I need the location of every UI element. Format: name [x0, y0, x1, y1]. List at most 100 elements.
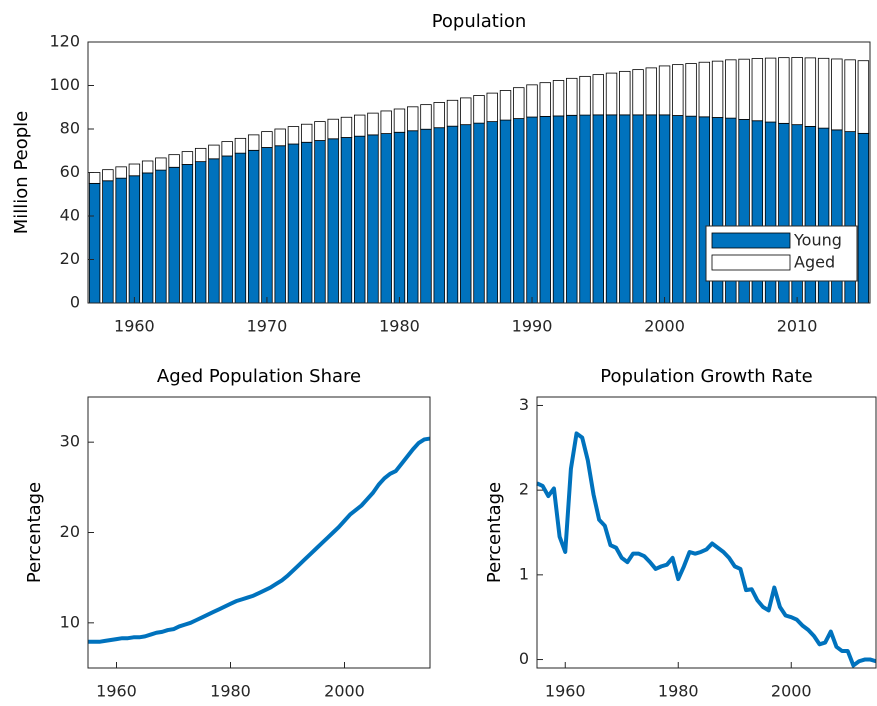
bar: [619, 114, 631, 304]
bar: [393, 131, 406, 304]
bar: [181, 151, 194, 165]
y-tick-label: 20: [60, 249, 80, 268]
bar: [247, 149, 260, 304]
bar: [658, 65, 671, 116]
bar: [778, 57, 790, 124]
bar: [499, 119, 512, 304]
bar: [407, 106, 419, 132]
bar: [194, 147, 207, 163]
y-axis-label: Percentage: [484, 482, 505, 583]
bar: [314, 140, 326, 304]
bar: [711, 60, 724, 118]
bar: [141, 172, 154, 304]
bar: [566, 114, 578, 304]
bar: [115, 177, 127, 304]
bar: [645, 114, 658, 304]
axes-box: [536, 396, 877, 669]
bar: [300, 141, 313, 304]
bar: [314, 121, 326, 141]
bar: [460, 124, 472, 304]
y-tick-label: 0: [519, 649, 529, 668]
y-tick-label: 120: [49, 32, 80, 51]
bar: [340, 116, 353, 138]
bar: [221, 155, 233, 304]
bar: [579, 75, 591, 116]
bar: [817, 57, 830, 129]
bar: [433, 127, 445, 304]
y-tick-label: 80: [60, 119, 80, 138]
bar: [367, 112, 379, 136]
bar: [566, 77, 578, 116]
bar: [155, 169, 167, 304]
bar: [751, 58, 764, 122]
bar: [115, 166, 127, 179]
bar: [141, 160, 154, 174]
bar: [658, 114, 671, 304]
x-tick-label: 1960: [96, 682, 137, 701]
bar: [261, 131, 273, 148]
y-tick-label: 100: [49, 75, 80, 94]
bar: [619, 70, 631, 116]
x-tick-label: 2000: [644, 317, 685, 336]
line: [88, 436, 431, 644]
bar: [327, 138, 339, 304]
bar: [88, 182, 101, 304]
bar: [552, 115, 565, 304]
bar: [446, 125, 459, 304]
x-tick-label: 1990: [512, 317, 553, 336]
bar: [764, 57, 777, 123]
y-tick-label: 20: [60, 522, 80, 541]
bar: [791, 57, 803, 126]
bar: [605, 114, 618, 304]
y-tick-label: 40: [60, 206, 80, 225]
x-tick-label: 1960: [545, 682, 586, 701]
bar: [526, 84, 538, 118]
bar: [486, 92, 498, 123]
bar: [645, 67, 658, 116]
bar: [234, 152, 247, 304]
bar: [420, 128, 432, 304]
bar: [234, 137, 247, 154]
bar: [128, 175, 141, 304]
bar: [857, 60, 870, 134]
x-tick-label: 1980: [210, 682, 251, 701]
bar: [128, 163, 141, 177]
y-tick-label: 30: [60, 432, 80, 451]
bar: [446, 99, 459, 127]
bar: [102, 169, 114, 182]
bar: [539, 82, 551, 117]
line: [536, 431, 877, 668]
bar: [181, 164, 194, 304]
bar: [194, 161, 207, 304]
bar: [327, 118, 339, 140]
bar: [632, 69, 644, 116]
y-tick-label: 10: [60, 612, 80, 631]
bar: [102, 180, 114, 304]
y-tick-label: 60: [60, 162, 80, 181]
bar: [300, 123, 313, 143]
bar: [208, 144, 220, 160]
legend-swatch: [711, 232, 791, 249]
y-axis-label: Percentage: [24, 482, 45, 583]
bar: [725, 59, 737, 119]
bar: [274, 128, 286, 147]
bar: [340, 137, 353, 304]
bar: [831, 58, 843, 131]
bar: [672, 64, 684, 116]
bar: [685, 63, 697, 117]
bar: [354, 114, 366, 137]
y-tick-label: 0: [70, 293, 80, 312]
bar: [685, 115, 697, 304]
bar: [261, 147, 273, 304]
legend-label: Aged: [794, 253, 835, 272]
chart-title: Population Growth Rate: [600, 366, 812, 387]
bar: [460, 97, 472, 126]
bar: [698, 61, 711, 118]
bar: [552, 80, 565, 117]
bar: [168, 154, 180, 168]
x-tick-label: 2010: [777, 317, 818, 336]
bar: [420, 104, 432, 130]
bar: [857, 132, 870, 304]
x-tick-label: 1980: [379, 317, 420, 336]
